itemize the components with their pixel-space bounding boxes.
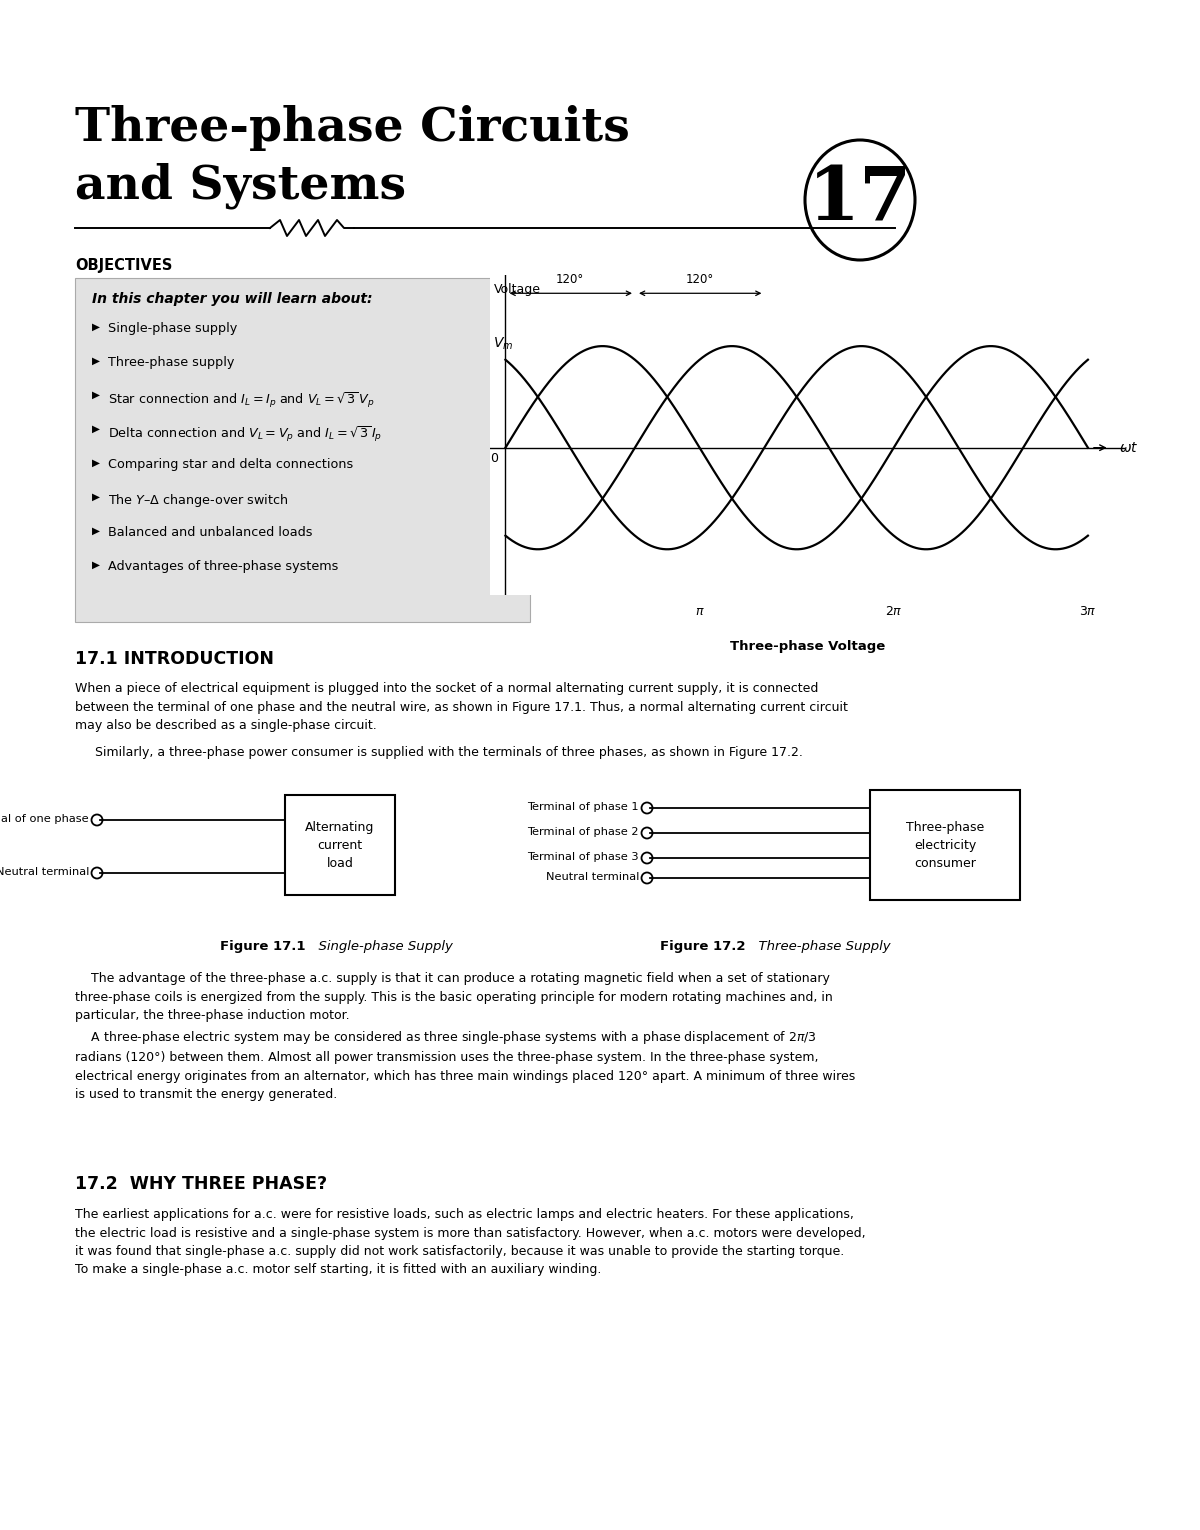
Text: Alternating
current
load: Alternating current load [305, 820, 374, 869]
Text: Terminal of phase 2: Terminal of phase 2 [528, 828, 640, 837]
Text: Terminal of phase 3: Terminal of phase 3 [527, 852, 640, 861]
Text: Figure 17.1: Figure 17.1 [220, 939, 306, 953]
Text: Terminal of one phase: Terminal of one phase [0, 814, 89, 825]
Text: $\omega t$: $\omega t$ [1118, 441, 1139, 454]
Text: Three-phase
electricity
consumer: Three-phase electricity consumer [906, 820, 984, 869]
Text: OBJECTIVES: OBJECTIVES [74, 259, 173, 272]
Text: ▶: ▶ [92, 424, 100, 435]
Text: 0: 0 [490, 451, 498, 465]
Text: When a piece of electrical equipment is plugged into the socket of a normal alte: When a piece of electrical equipment is … [74, 682, 848, 731]
Text: In this chapter you will learn about:: In this chapter you will learn about: [92, 292, 372, 306]
Text: Comparing star and delta connections: Comparing star and delta connections [108, 457, 353, 471]
Text: Three-phase Supply: Three-phase Supply [750, 939, 890, 953]
Text: The $Y$–Δ change-over switch: The $Y$–Δ change-over switch [108, 493, 288, 509]
Text: Advantages of three-phase systems: Advantages of three-phase systems [108, 560, 338, 574]
FancyBboxPatch shape [870, 789, 1020, 900]
Text: The advantage of the three-phase a.c. supply is that it can produce a rotating m: The advantage of the three-phase a.c. su… [74, 972, 856, 1102]
Text: ▶: ▶ [92, 526, 100, 536]
FancyBboxPatch shape [74, 278, 530, 623]
FancyBboxPatch shape [286, 796, 395, 895]
Text: 17.1 INTRODUCTION: 17.1 INTRODUCTION [74, 650, 274, 669]
Text: Similarly, a three-phase power consumer is supplied with the terminals of three : Similarly, a three-phase power consumer … [95, 747, 803, 759]
Text: ▶: ▶ [92, 321, 100, 332]
Text: Single-phase Supply: Single-phase Supply [310, 939, 452, 953]
Text: Terminal of phase 1: Terminal of phase 1 [527, 802, 640, 812]
Text: The earliest applications for a.c. were for resistive loads, such as electric la: The earliest applications for a.c. were … [74, 1209, 865, 1276]
Text: Star connection and $I_L = I_p$ and $V_L = \sqrt{3}\, V_p$: Star connection and $I_L = I_p$ and $V_L… [108, 390, 374, 410]
Text: ▶: ▶ [92, 560, 100, 571]
Text: 17.2  WHY THREE PHASE?: 17.2 WHY THREE PHASE? [74, 1175, 328, 1193]
Text: $V_m$: $V_m$ [493, 337, 514, 352]
Text: Figure 17.2: Figure 17.2 [660, 939, 745, 953]
Text: ▶: ▶ [92, 457, 100, 468]
Text: Single-phase supply: Single-phase supply [108, 321, 238, 335]
Text: ▶: ▶ [92, 356, 100, 366]
Text: Three-phase Voltage: Three-phase Voltage [730, 640, 886, 653]
Text: 120°: 120° [685, 274, 714, 286]
Text: Neutral terminal: Neutral terminal [0, 868, 89, 877]
Text: Three-phase Circuits: Three-phase Circuits [74, 106, 630, 151]
Text: Delta connection and $V_L = V_p$ and $I_L = \sqrt{3}\, I_p$: Delta connection and $V_L = V_p$ and $I_… [108, 424, 383, 444]
Text: Neutral terminal: Neutral terminal [546, 872, 640, 881]
Text: Balanced and unbalanced loads: Balanced and unbalanced loads [108, 526, 312, 539]
Text: ▶: ▶ [92, 390, 100, 399]
Text: Voltage: Voltage [494, 283, 541, 297]
Text: 120°: 120° [556, 274, 584, 286]
Text: 17: 17 [808, 164, 912, 237]
Text: ▶: ▶ [92, 493, 100, 502]
Text: and Systems: and Systems [74, 162, 406, 208]
Text: Three-phase supply: Three-phase supply [108, 356, 234, 369]
